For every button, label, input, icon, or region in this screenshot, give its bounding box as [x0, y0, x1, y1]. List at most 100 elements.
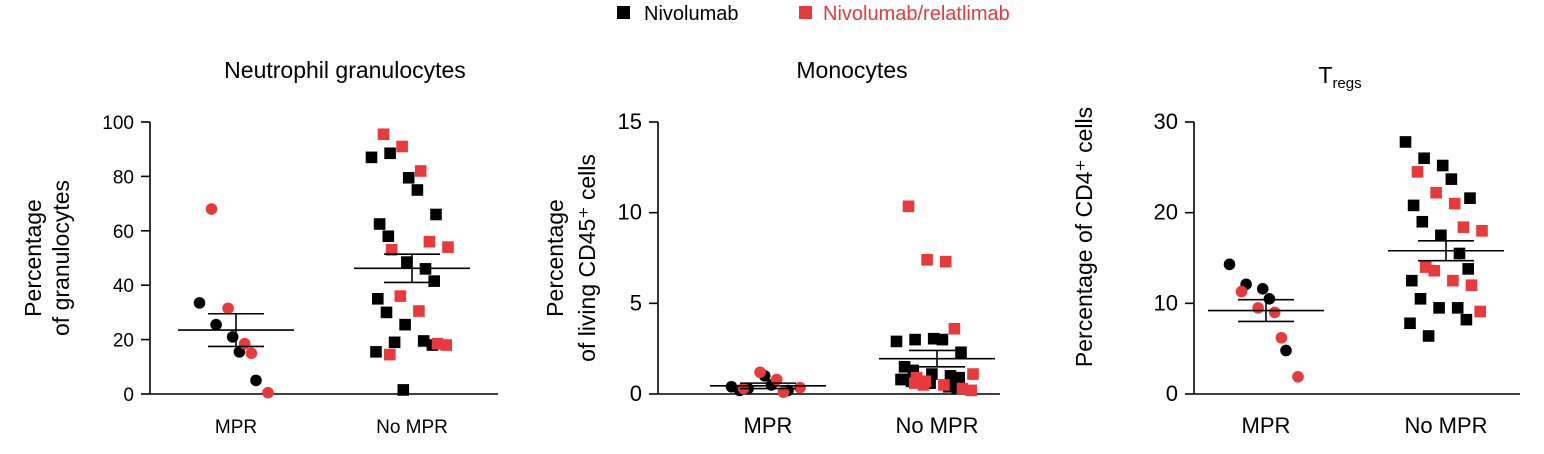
data-point [423, 235, 436, 248]
data-point [372, 293, 384, 305]
data-point [956, 382, 969, 395]
legend-label-nivolumab-relatlimab: Nivolumab/relatlimab [823, 3, 1010, 25]
panel-title: Neutrophil granulocytes [224, 57, 466, 83]
data-point [245, 347, 258, 360]
data-point [205, 203, 218, 215]
data-point [1428, 264, 1441, 277]
data-point [1235, 285, 1248, 298]
data-point [1407, 199, 1420, 212]
data-point [417, 335, 430, 347]
data-point [394, 290, 407, 302]
legend-label-nivolumab: Nivolumab [644, 3, 738, 25]
data-point [967, 368, 979, 380]
y-axis-label-line-2: of living CD45⁺ cells [574, 154, 600, 362]
data-point [250, 374, 262, 387]
data-point [907, 364, 920, 377]
data-point [238, 337, 251, 350]
data-point [1465, 279, 1478, 291]
data-point [440, 339, 452, 351]
data-point [1416, 215, 1429, 228]
data-point [396, 140, 408, 153]
y-tick-label: 15 [618, 109, 642, 134]
data-point [1451, 302, 1464, 314]
data-point [902, 200, 915, 213]
y-tick-label: 30 [1154, 109, 1178, 134]
data-point [385, 244, 398, 256]
data-point [1433, 302, 1445, 314]
data-point [895, 373, 907, 386]
y-tick-label: 40 [113, 276, 134, 297]
data-point [1292, 370, 1304, 383]
data-point [939, 255, 952, 268]
monocytes-panel: Monocytes Percentage of living CD45⁺ cel… [542, 57, 1000, 438]
data-point [384, 147, 396, 160]
data-point [1460, 313, 1473, 326]
data-point [430, 208, 442, 221]
data-point [917, 379, 930, 391]
panel-title-main: T [1318, 62, 1332, 88]
y-tick-label: 80 [113, 167, 134, 188]
data-point [1435, 229, 1447, 242]
data-point [431, 337, 444, 350]
data-point [1474, 305, 1486, 318]
data-point [944, 370, 957, 382]
data-point [399, 318, 411, 331]
data-point [1414, 293, 1427, 305]
data-point [414, 165, 427, 177]
panel-title: Monocytes [796, 57, 907, 83]
legend: Nivolumab Nivolumab/relatlimab [617, 3, 1010, 25]
data-point [936, 333, 949, 346]
panel-title-subscript: regs [1332, 75, 1361, 92]
data-point [384, 348, 396, 361]
data-point [377, 128, 390, 141]
data-point [1430, 186, 1442, 199]
data-point [413, 305, 425, 317]
monocytes-plot-area: 0 5 10 15 MPR No MPR [618, 109, 1000, 438]
data-point [428, 275, 440, 287]
data-point [1453, 247, 1466, 260]
data-point [1275, 331, 1288, 344]
legend-swatch-nivolumab [617, 6, 630, 19]
data-point [210, 318, 222, 331]
data-point [1448, 197, 1461, 210]
data-point [955, 346, 967, 359]
data-point [948, 322, 961, 335]
data-point [1404, 317, 1416, 330]
data-point [1419, 261, 1432, 273]
y-axis-label-line-1: Percentage [542, 199, 568, 317]
data-point [401, 256, 413, 268]
neutrophil-plot-area: 0 20 40 60 80 100 MPR No MPR [102, 113, 498, 438]
data-point [1457, 221, 1470, 233]
data-point [926, 368, 938, 380]
x-category-label: No MPR [1404, 413, 1487, 438]
data-point [1252, 302, 1264, 314]
data-point [1418, 152, 1430, 165]
data-point [898, 361, 911, 373]
y-tick-label: 60 [113, 222, 134, 243]
y-tick-label: 20 [1154, 200, 1178, 225]
y-axis-label-line-2: of granulocytes [48, 180, 74, 336]
data-point [1411, 166, 1424, 178]
data-point [193, 297, 206, 309]
data-point [1462, 263, 1474, 275]
data-point [262, 386, 274, 399]
data-point [1445, 173, 1458, 185]
panel-title: Tregs [1318, 62, 1361, 92]
data-point [754, 366, 766, 379]
data-point [222, 302, 234, 315]
data-point [402, 171, 415, 184]
neutrophil-panel: Neutrophil granulocytes Percentage of gr… [20, 57, 498, 438]
data-point [1223, 258, 1236, 271]
data-point [965, 384, 977, 397]
data-point [938, 379, 950, 391]
x-category-label: No MPR [376, 417, 448, 438]
data-point [411, 184, 424, 196]
data-point [1399, 136, 1412, 148]
data-point [382, 230, 395, 243]
data-point [794, 381, 806, 394]
x-category-label: MPR [215, 417, 257, 438]
data-point [1256, 283, 1269, 295]
tregs-plot-area: 0 10 20 30 MPR No MPR [1154, 109, 1520, 438]
data-point [1422, 330, 1435, 342]
